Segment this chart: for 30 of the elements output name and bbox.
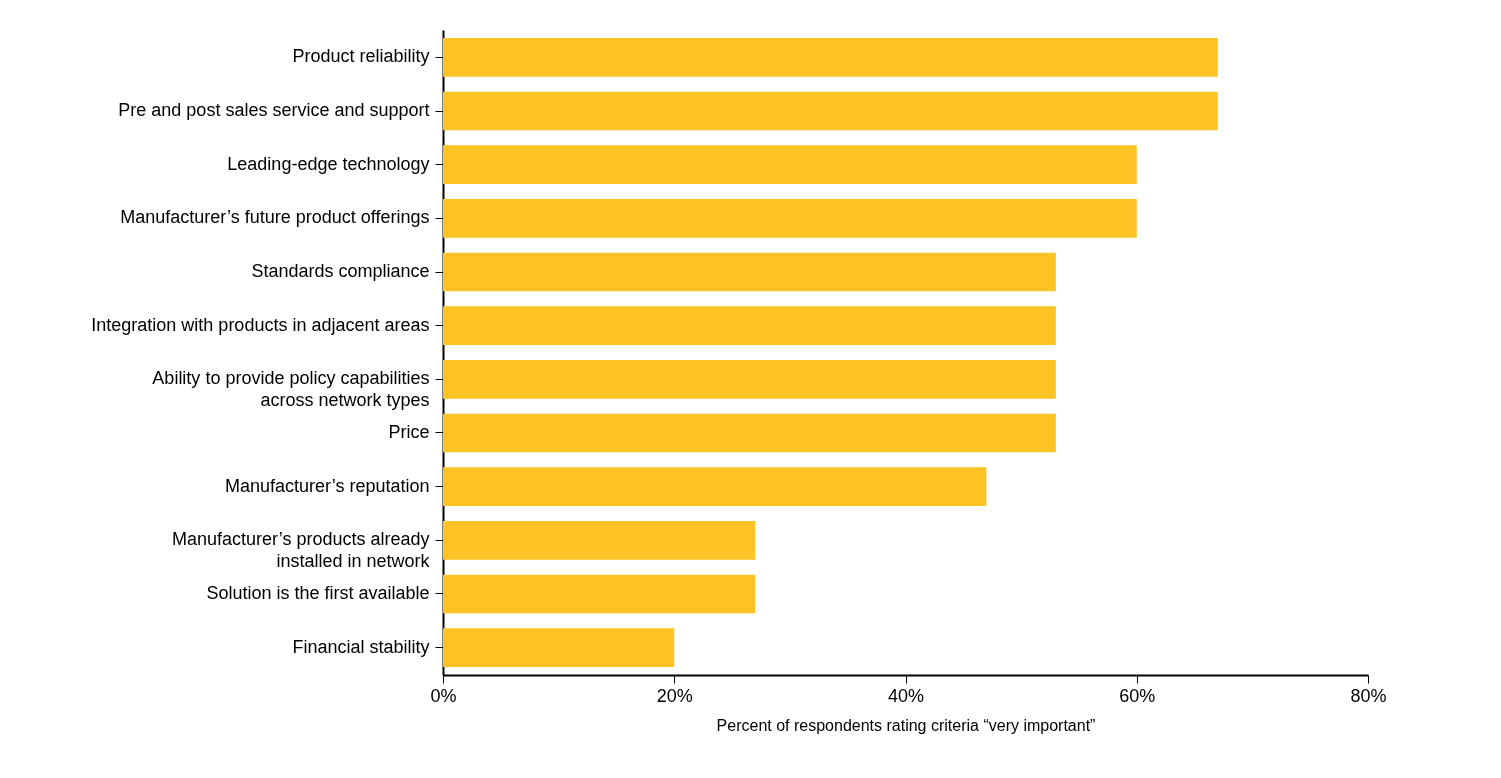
y-tick-label: Standards compliance	[251, 261, 430, 282]
bar	[443, 413, 1056, 453]
y-tick-label: Manufacturer’s products already installed in network	[172, 529, 431, 572]
bar	[443, 91, 1218, 131]
y-tick-label: Financial stability	[292, 636, 430, 657]
bar	[443, 628, 675, 667]
bar	[443, 306, 1056, 345]
x-tick-label: 80%	[1350, 685, 1387, 706]
bar	[443, 199, 1137, 238]
y-tick-label: Solution is the first available	[206, 582, 430, 603]
bar	[443, 360, 1056, 399]
y-tick-label: Ability to provide policy capabilities across network types	[152, 368, 430, 411]
bar	[443, 467, 987, 506]
y-tick-label: Pre and post sales service and support	[118, 100, 430, 121]
bar	[443, 574, 756, 614]
y-tick-label: Price	[388, 421, 430, 442]
bar	[443, 145, 1137, 185]
x-tick-label: 40%	[887, 685, 925, 706]
x-axis-title: Percent of respondents rating criteria “very important”	[716, 716, 1096, 734]
y-tick-label: Manufacturer’s reputation	[225, 475, 430, 496]
y-tick-label: Leading-edge technology	[227, 153, 430, 174]
bar	[443, 252, 1056, 292]
x-tick-label: 20%	[656, 685, 693, 706]
x-tick-label: 0%	[430, 685, 457, 706]
bar	[443, 520, 756, 560]
y-tick-label: Manufacturer’s future product offerings	[120, 207, 430, 228]
x-tick-label: 60%	[1119, 685, 1156, 706]
bar	[443, 38, 1218, 77]
y-tick-label: Integration with products in adjacent areas	[91, 314, 430, 335]
y-tick-label: Product reliability	[292, 46, 430, 67]
